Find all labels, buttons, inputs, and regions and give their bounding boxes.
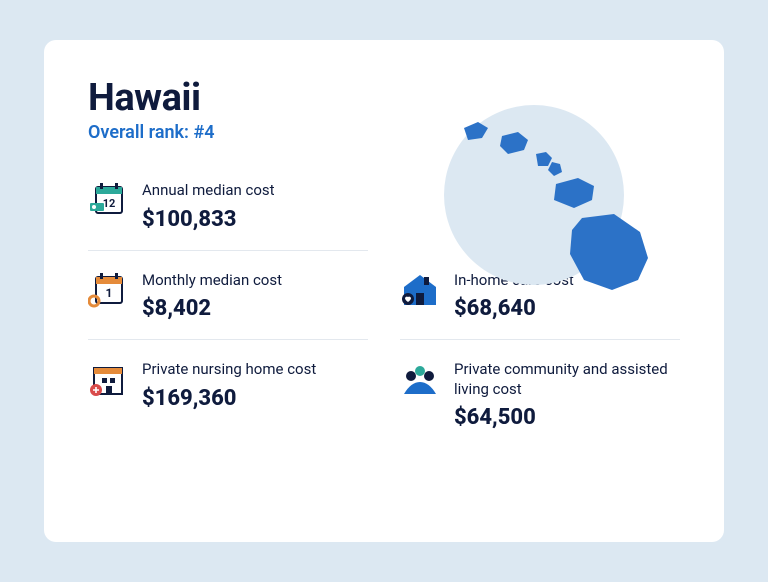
stat-label: Private nursing home cost: [142, 360, 368, 380]
stat-value: $64,500: [454, 405, 680, 430]
svg-text:12: 12: [103, 197, 116, 210]
stat-label: Annual median cost: [142, 181, 368, 201]
stat-nursing: Private nursing home cost $169,360: [88, 340, 368, 448]
people-icon: [400, 360, 440, 400]
stat-monthly: 1 Monthly median cost $8,402: [88, 251, 368, 340]
svg-text:1: 1: [106, 286, 113, 300]
stat-value: $169,360: [142, 386, 368, 411]
stat-body: Monthly median cost $8,402: [142, 271, 368, 322]
state-map-hawaii: [424, 100, 664, 300]
stat-label: Private community and assisted living co…: [454, 360, 680, 399]
stat-value: $8,402: [142, 296, 368, 321]
hospital-icon: [88, 360, 128, 400]
calendar-12-icon: 12: [88, 181, 128, 221]
stat-annual: 12 Annual median cost $100,833: [88, 161, 368, 250]
stat-label: Monthly median cost: [142, 271, 368, 291]
stat-body: Private nursing home cost $169,360: [142, 360, 368, 411]
stat-body: Annual median cost $100,833: [142, 181, 368, 232]
state-cost-card: Hawaii Overall rank: #4 12: [44, 40, 724, 542]
stat-value: $100,833: [142, 207, 368, 232]
stat-body: Private community and assisted living co…: [454, 360, 680, 430]
calendar-1-icon: 1: [88, 271, 128, 311]
stat-community: Private community and assisted living co…: [400, 340, 680, 448]
